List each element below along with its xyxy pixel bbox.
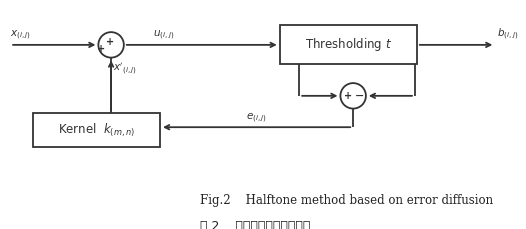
Text: −: − [355, 91, 363, 101]
Text: $u_{(i,j)}$: $u_{(i,j)}$ [153, 29, 175, 42]
Text: $e_{(i,j)}$: $e_{(i,j)}$ [246, 112, 267, 125]
Text: Thresholding $t$: Thresholding $t$ [305, 36, 392, 53]
Text: +: + [344, 91, 352, 101]
Circle shape [340, 83, 366, 109]
Bar [280, 25, 417, 65]
Text: Kernel  $k_{(m,n)}$: Kernel $k_{(m,n)}$ [58, 121, 135, 139]
Text: +: + [106, 37, 114, 47]
Text: $b_{(i,j)}$: $b_{(i,j)}$ [497, 27, 519, 42]
Text: 图 2    误差扩散算法处理流程: 图 2 误差扩散算法处理流程 [200, 220, 310, 229]
Text: $x'_{(i,j)}$: $x'_{(i,j)}$ [113, 60, 137, 76]
Circle shape [98, 32, 124, 58]
Bar [33, 114, 160, 147]
Text: +: + [97, 44, 105, 54]
Text: Fig.2    Halftone method based on error diffusion: Fig.2 Halftone method based on error dif… [200, 194, 493, 207]
Text: $x_{(i,j)}$: $x_{(i,j)}$ [10, 29, 32, 42]
